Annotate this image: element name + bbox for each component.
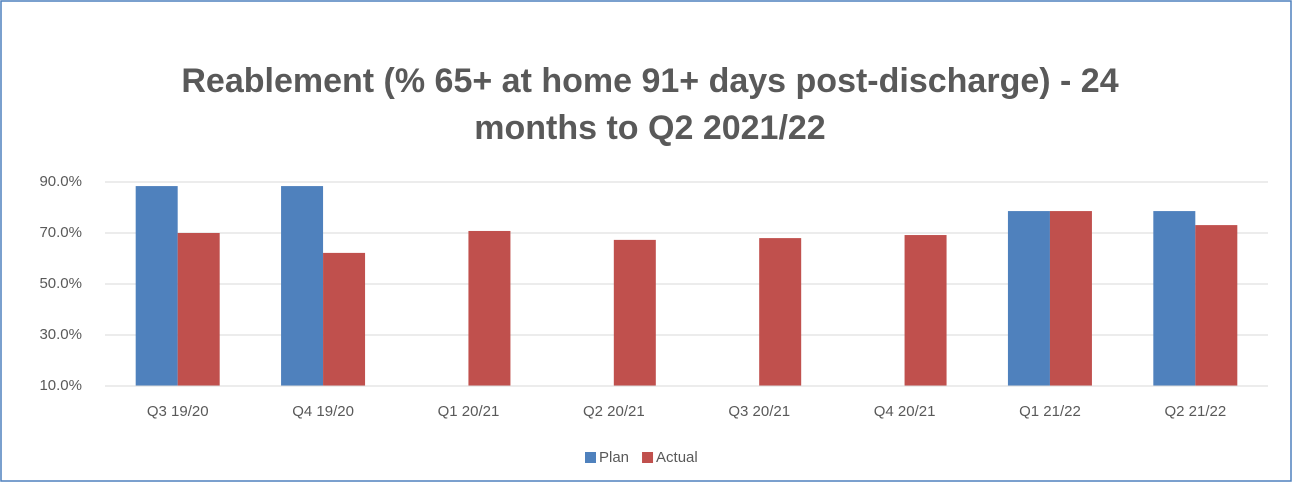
bar [468,230,511,386]
bar [613,239,656,386]
legend-label: Actual [656,449,698,466]
x-tick-label: Q4 20/21 [874,403,936,420]
y-tick-label: 30.0% [39,326,82,343]
x-tick-label: Q1 20/21 [438,403,500,420]
title-line: months to Q2 2021/22 [474,109,825,147]
bar [904,235,947,386]
legend-label: Plan [599,449,629,466]
y-tick-label: 10.0% [39,377,82,394]
x-tick-label: Q4 19/20 [292,403,354,420]
x-tick-label: Q2 21/22 [1164,403,1226,420]
bar [281,186,324,386]
x-tick-label: Q3 19/20 [147,403,209,420]
bar [1007,211,1050,386]
chart-title: Reablement (% 65+ at home 91+ days post-… [181,62,1118,147]
legend-swatch [585,452,596,463]
y-tick-label: 70.0% [39,224,82,241]
x-tick-label: Q3 20/21 [728,403,790,420]
x-tick-label: Q1 21/22 [1019,403,1081,420]
bar [135,186,178,386]
bar [1195,225,1238,386]
bar [759,238,802,386]
bar [177,233,220,386]
bar [1049,211,1092,386]
legend-swatch [642,452,654,463]
x-tick-label: Q2 20/21 [583,403,645,420]
y-tick-label: 90.0% [39,173,82,190]
title-line: Reablement (% 65+ at home 91+ days post-… [181,62,1118,100]
bar [1153,211,1196,386]
bar [323,252,366,386]
y-tick-label: 50.0% [39,275,82,292]
